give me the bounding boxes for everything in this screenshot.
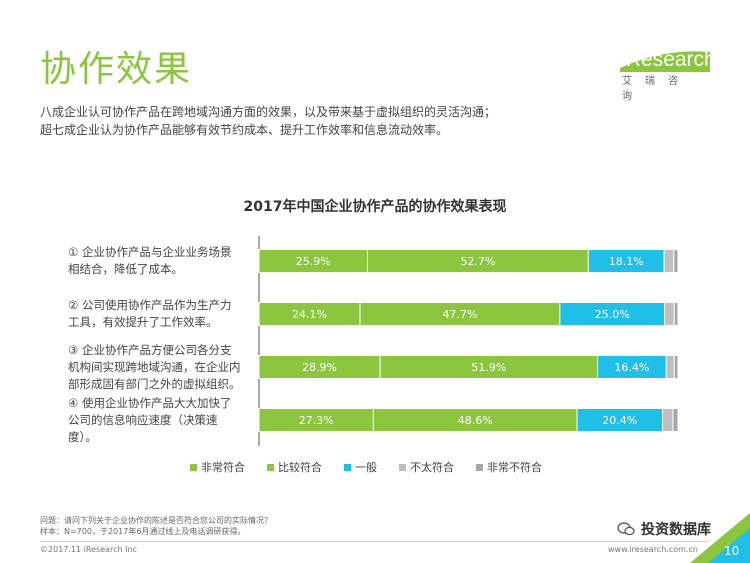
bar-segment <box>673 302 679 326</box>
data-label: 20.4% <box>602 414 637 427</box>
bar-segment <box>661 408 674 432</box>
category-label-line: 相结合，降低了成本。 <box>68 262 183 276</box>
intro-line-2: 超七成企业认为协作产品能够有效节约成本、提升工作效率和信息流动效率。 <box>40 123 449 137</box>
category-label-line: ③ 企业协作产品方便公司各分支 <box>68 342 232 357</box>
footnote-question: 问题：请问下列关于企业协作的陈述是否符合您公司的实际情况？ <box>40 516 272 525</box>
category-label: ① 企业协作产品与企业业务场景 相结合，降低了成本。 <box>68 244 246 278</box>
data-label: 52.7% <box>460 255 495 268</box>
legend-item: 非常不符合 <box>476 459 542 475</box>
legend-label: 非常符合 <box>201 461 245 474</box>
category-label-line: ① 企业协作产品与企业业务场景 <box>68 245 232 259</box>
bar-segment <box>672 408 679 432</box>
category-label-line: ④ 使用企业协作产品大大加快了 <box>68 395 232 410</box>
logo-subtitle: 艾瑞咨询 <box>622 76 691 102</box>
data-label: 25.0% <box>595 308 630 321</box>
data-label: 48.6% <box>458 414 493 427</box>
category-label-line: 公司的信息响应速度（决策速 <box>68 412 218 427</box>
data-label: 51.9% <box>471 361 506 374</box>
iresearch-logo: iResearch 艾瑞咨询 <box>612 40 716 102</box>
legend-item: 非常符合 <box>190 459 245 475</box>
footer-divider <box>40 541 708 542</box>
legend-item: 不太符合 <box>399 459 454 475</box>
logo-accent: i <box>620 48 626 71</box>
legend-swatch <box>399 463 406 471</box>
bar-segment <box>673 355 679 379</box>
category-label: ③ 企业协作产品方便公司各分支 机构间实现跨地域沟通，在企业内 部形成固有部门之外的… <box>68 342 246 393</box>
chart-legend: 非常符合 比较符合 一般 不太符合 非常不符合 <box>190 459 564 475</box>
legend-label: 一般 <box>355 461 377 474</box>
category-label: ② 公司使用协作产品作为生产力 工具，有效提升了工作效率。 <box>68 297 246 331</box>
intro-text: 八成企业认可协作产品在跨地域沟通方面的效果，以及带来基于虚拟组织的灵活沟通； 超… <box>40 103 496 139</box>
bar-segment <box>663 249 675 273</box>
legend-label: 比较符合 <box>278 461 322 474</box>
category-label-line: 度）。 <box>68 429 97 444</box>
chart-title: 2017年中国企业协作产品的协作效果表现 <box>243 199 507 215</box>
legend-swatch <box>476 463 483 471</box>
logo-word: Research <box>625 48 716 71</box>
wechat-icon <box>617 522 635 536</box>
bar-segment <box>665 355 675 379</box>
data-label: 25.9% <box>296 255 331 268</box>
watermark-text: 投资数据库 <box>641 522 711 538</box>
legend-swatch <box>190 463 197 471</box>
legend-item: 比较符合 <box>267 459 322 475</box>
legend-item: 一般 <box>344 459 377 475</box>
category-label-line: 工具，有效提升了工作效率。 <box>68 315 218 329</box>
legend-label: 不太符合 <box>410 461 454 474</box>
data-label: 27.3% <box>299 414 334 427</box>
data-label: 24.1% <box>292 308 327 321</box>
data-label: 16.4% <box>614 361 649 374</box>
footnote-sample: 样本：N=700，于2017年6月通过线上及电话调研获得。 <box>40 527 246 536</box>
bar-segment <box>664 302 675 326</box>
category-label-line: 机构间实现跨地域沟通，在企业内 <box>68 359 241 374</box>
bar-segment <box>673 249 679 273</box>
footnote: 问题：请问下列关于企业协作的陈述是否符合您公司的实际情况？ 样本：N=700，于… <box>40 515 272 537</box>
page-number: 10 <box>724 544 740 558</box>
data-label: 28.9% <box>302 361 337 374</box>
data-label: 18.1% <box>609 255 644 268</box>
category-label-line: ② 公司使用协作产品作为生产力 <box>68 298 232 312</box>
logo-swoosh-icon <box>620 51 710 72</box>
legend-label: 非常不符合 <box>487 461 542 474</box>
category-label: ④ 使用企业协作产品大大加快了 公司的信息响应速度（决策速 度）。 <box>68 395 246 446</box>
site-url: www.iresearch.com.cn <box>608 545 698 554</box>
legend-swatch <box>267 463 274 471</box>
watermark: 投资数据库 <box>617 519 711 539</box>
legend-swatch <box>344 463 351 471</box>
data-label: 47.7% <box>442 308 477 321</box>
intro-line-1: 八成企业认可协作产品在跨地域沟通方面的效果，以及带来基于虚拟组织的灵活沟通； <box>40 105 497 119</box>
category-label-line: 部形成固有部门之外的虚拟组织。 <box>68 376 241 391</box>
copyright: ©2017.11 iResearch Inc <box>40 545 137 554</box>
page-title: 协作效果 <box>40 49 193 90</box>
